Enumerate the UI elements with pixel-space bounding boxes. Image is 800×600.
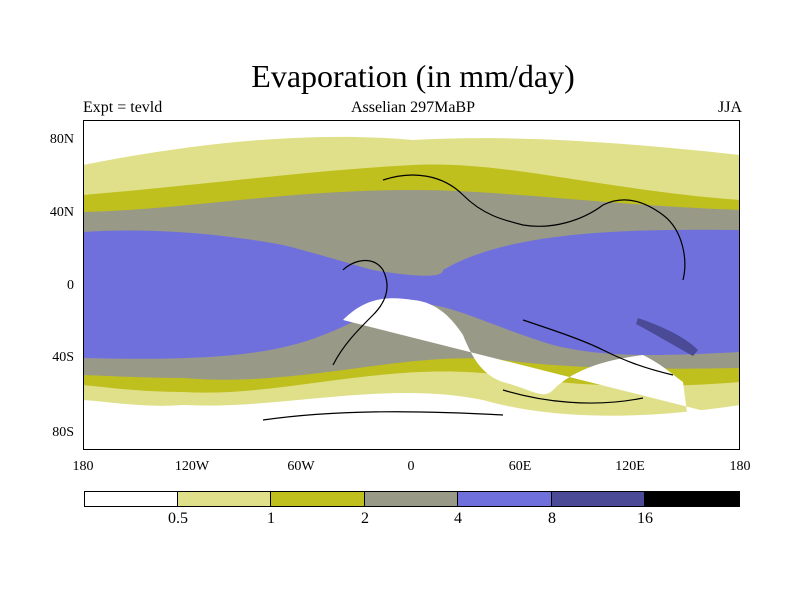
lat-label-40n: 40N <box>49 205 74 220</box>
colorbar-swatch <box>458 492 552 506</box>
colorbar-swatch <box>85 492 178 506</box>
colorbar-label: 0.5 <box>168 510 188 527</box>
experiment-label: Expt = tevld <box>83 99 163 116</box>
colorbar-label: 1 <box>267 510 275 527</box>
lon-label-0: 0 <box>407 459 415 474</box>
colorbar-swatch <box>365 492 458 506</box>
season-label: JJA <box>717 99 742 116</box>
lat-label-40s: 40S <box>52 350 74 365</box>
colorbar-swatch <box>552 492 645 506</box>
southern-landmass <box>83 298 740 450</box>
colorbar-label: 4 <box>454 510 462 527</box>
period-label: Asselian 297MaBP <box>351 99 475 116</box>
colorbar-swatch <box>271 492 365 506</box>
colorbar-label: 16 <box>637 510 653 527</box>
map-title: Evaporation (in mm/day) <box>251 58 575 94</box>
colorbar-swatch <box>178 492 271 506</box>
coastline <box>262 174 686 421</box>
colorbar <box>84 491 740 507</box>
band-4-8 <box>83 229 740 359</box>
lon-label-60e: 60E <box>508 459 532 474</box>
lon-label-180e: 180 <box>729 459 751 474</box>
band-8-16 <box>636 318 698 356</box>
lon-label-180w: 180 <box>72 459 94 474</box>
lat-label-80n: 80N <box>49 132 74 147</box>
evaporation-map <box>83 120 740 450</box>
colorbar-label: 8 <box>548 510 556 527</box>
colorbar-label: 2 <box>361 510 369 527</box>
lon-label-120w: 120W <box>174 459 210 474</box>
lon-label-60w: 60W <box>287 459 315 474</box>
lat-label-80s: 80S <box>52 425 74 440</box>
lat-label-0: 0 <box>67 278 74 293</box>
lon-label-120e: 120E <box>615 459 645 474</box>
colorbar-swatch <box>645 492 739 506</box>
